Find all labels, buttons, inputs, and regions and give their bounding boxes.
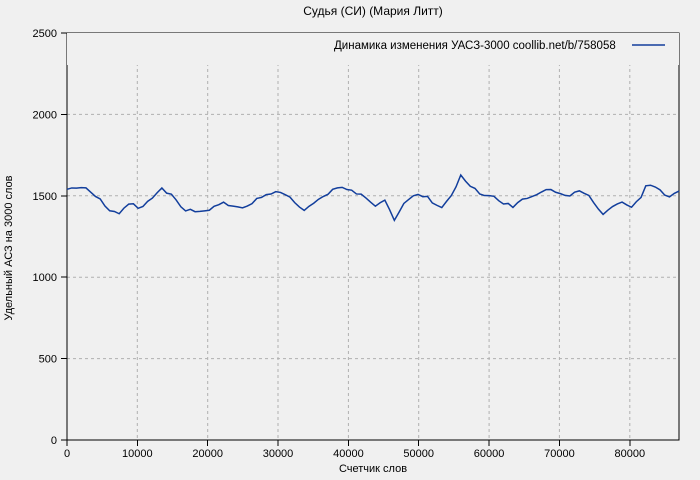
svg-text:20000: 20000 xyxy=(192,448,223,460)
svg-text:Судья (СИ) (Мария Литт): Судья (СИ) (Мария Литт) xyxy=(303,4,443,18)
svg-text:2500: 2500 xyxy=(33,28,57,40)
svg-text:70000: 70000 xyxy=(544,448,575,460)
svg-text:Динамика изменения УАСЗ-3000 c: Динамика изменения УАСЗ-3000 coollib.net… xyxy=(334,40,616,52)
svg-text:1500: 1500 xyxy=(33,191,57,203)
svg-text:40000: 40000 xyxy=(333,448,364,460)
svg-text:0: 0 xyxy=(51,435,57,447)
svg-text:60000: 60000 xyxy=(474,448,505,460)
svg-text:500: 500 xyxy=(39,354,57,366)
svg-text:1000: 1000 xyxy=(33,272,57,284)
svg-text:80000: 80000 xyxy=(615,448,646,460)
svg-text:10000: 10000 xyxy=(122,448,153,460)
svg-text:0: 0 xyxy=(64,448,70,460)
svg-text:2000: 2000 xyxy=(33,109,57,121)
svg-text:50000: 50000 xyxy=(403,448,434,460)
svg-text:Удельный АСЗ на 3000 слов: Удельный АСЗ на 3000 слов xyxy=(3,175,15,320)
svg-text:30000: 30000 xyxy=(263,448,294,460)
svg-text:Счетчик слов: Счетчик слов xyxy=(339,463,407,475)
